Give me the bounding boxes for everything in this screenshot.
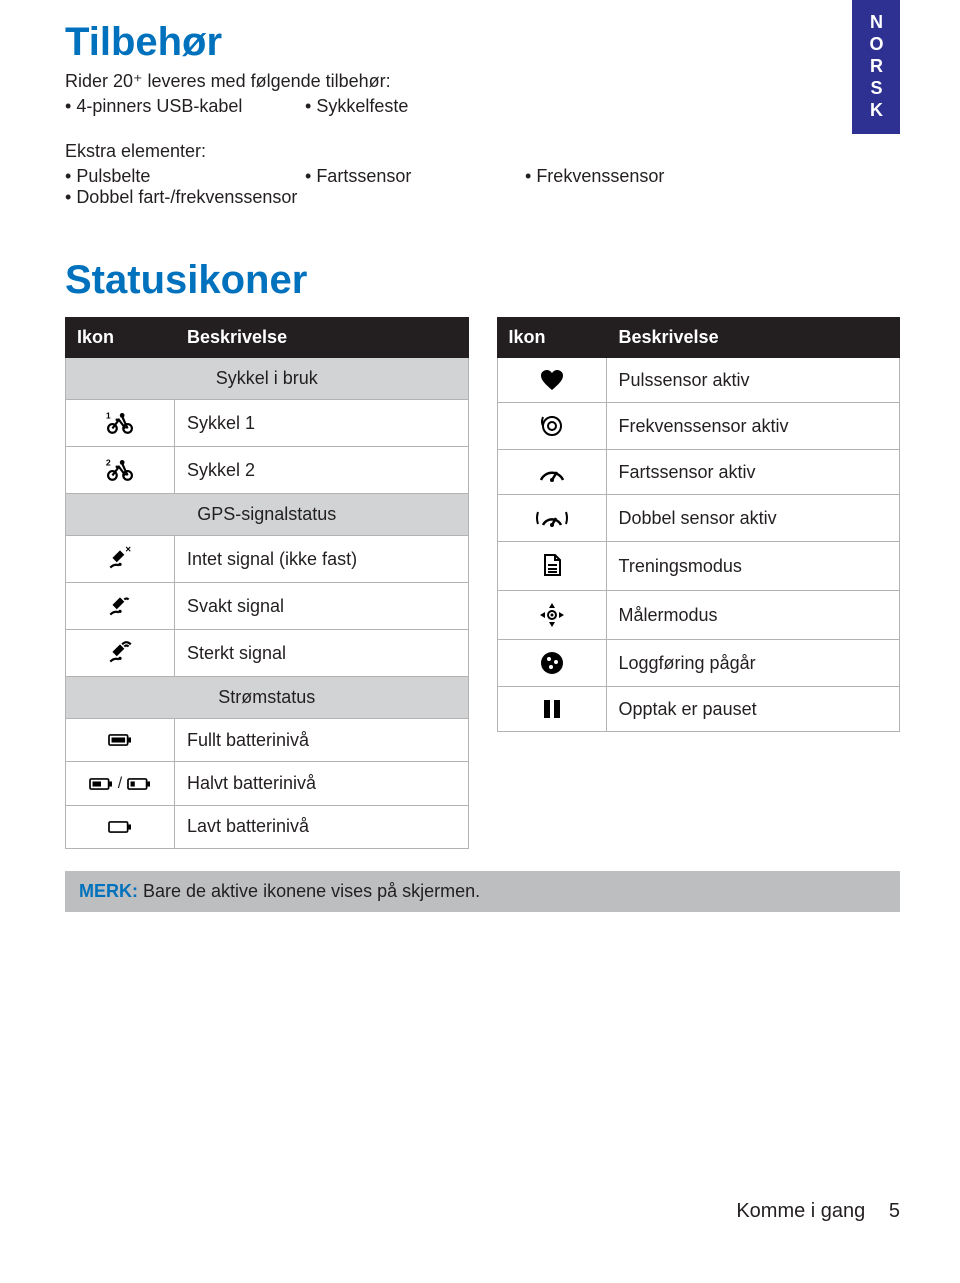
page-number: 5 [889,1200,900,1222]
intro-line: Rider 20⁺ leveres med følgende tilbehør: [65,71,900,92]
accessory-item: 4-pinners USB-kabel [65,96,305,117]
svg-text:×: × [125,546,131,556]
gps-none-label: Intet signal (ikke fast) [175,536,469,583]
svg-text:1: 1 [106,411,111,421]
icons-table-left: Ikon Beskrivelse Sykkel i bruk 1 Sykkel … [65,317,469,849]
accessory-item: Frekvenssensor [525,166,745,187]
bike1-icon: 1 [65,400,175,447]
accessories-extra: Pulsbelte Fartssensor Frekvenssensor Dob… [65,166,900,208]
heading-tilbehor: Tilbehør [65,20,900,65]
record-icon [497,640,607,687]
bike2-icon: 2 [65,447,175,494]
pause-icon [497,687,607,732]
icons-table-right: Ikon Beskrivelse Pulssensor aktiv Frekve… [497,317,901,732]
heart-label: Pulssensor aktiv [607,358,901,403]
dual-label: Dobbel sensor aktiv [607,495,901,542]
accessory-item: Dobbel fart-/frekvenssensor [65,187,305,208]
compass-icon [497,591,607,640]
extra-label: Ekstra elementer: [65,141,900,162]
speed-icon [497,450,607,495]
compass-label: Målermodus [607,591,901,640]
footer: Komme i gang 5 [736,1200,900,1223]
language-tab: NORSK [852,0,900,134]
pause-label: Opptak er pauset [607,687,901,732]
gps-strong-icon [65,630,175,677]
batt-low-icon [65,806,175,849]
heading-statusikoner: Statusikoner [65,258,900,303]
svg-text:2: 2 [106,458,111,468]
accessories-included: 4-pinners USB-kabel Sykkelfeste [65,96,900,117]
gps-weak-icon [65,583,175,630]
speed-label: Fartssensor aktiv [607,450,901,495]
accessory-item: Pulsbelte [65,166,305,187]
accessory-item: Fartssensor [305,166,525,187]
batt-half-icon: / [65,762,175,805]
heart-icon [497,358,607,403]
th-desc: Beskrivelse [607,317,901,358]
subheader: Sykkel i bruk [65,358,469,400]
batt-low-label: Lavt batterinivå [175,806,469,849]
subheader: Strømstatus [65,677,469,719]
bike2-label: Sykkel 2 [175,447,469,494]
subheader: GPS-signalstatus [65,494,469,536]
accessory-item: Sykkelfeste [305,96,525,117]
dual-sensor-icon [497,495,607,542]
batt-half-label: Halvt batterinivå [175,762,469,805]
th-desc: Beskrivelse [175,317,469,358]
bike1-label: Sykkel 1 [175,400,469,447]
batt-full-label: Fullt batterinivå [175,719,469,762]
cadence-icon [497,403,607,450]
note-text: Bare de aktive ikonene vises på skjermen… [138,881,480,901]
batt-full-icon [65,719,175,762]
doc-icon [497,542,607,591]
note-box: MERK: Bare de aktive ikonene vises på sk… [65,871,900,912]
gps-weak-label: Svakt signal [175,583,469,630]
th-icon: Ikon [497,317,607,358]
gps-strong-label: Sterkt signal [175,630,469,677]
gps-none-icon: × [65,536,175,583]
cadence-label: Frekvenssensor aktiv [607,403,901,450]
record-label: Loggføring pågår [607,640,901,687]
footer-text: Komme i gang [736,1200,865,1222]
note-label: MERK: [79,881,138,901]
th-icon: Ikon [65,317,175,358]
doc-label: Treningsmodus [607,542,901,591]
